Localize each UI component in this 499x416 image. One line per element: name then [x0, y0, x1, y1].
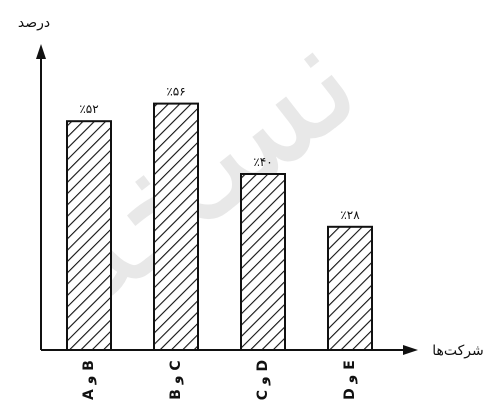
- bar-value-label-1: ٪۵۲: [79, 102, 98, 116]
- bar-3: [240, 173, 286, 351]
- y-axis-arrow: [36, 44, 46, 59]
- category-labels-group: A و BB و CC و DD و E: [81, 360, 358, 400]
- value-labels-group: ٪۵۲ ٪۵۶ ٪۴۰ ٪۲۸: [79, 85, 360, 222]
- category-label-3: C و D: [255, 360, 271, 400]
- bar-value-label-2: ٪۵۶: [166, 85, 185, 99]
- x-axis-arrow: [403, 345, 418, 355]
- bars-group: [66, 102, 373, 351]
- bar-value-label-4: ٪۲۸: [340, 208, 360, 222]
- bar-2: [153, 102, 199, 351]
- x-axis-title: شرکت‌ها: [432, 343, 484, 359]
- bar-1: [66, 120, 112, 351]
- category-label-2: B و C: [168, 360, 184, 399]
- category-label-4: D و E: [342, 360, 358, 400]
- bar-value-label-3: ٪۴۰: [253, 155, 272, 169]
- category-label-1: A و B: [81, 360, 97, 400]
- y-axis-title: درصد: [18, 15, 50, 31]
- bar-4: [327, 225, 373, 351]
